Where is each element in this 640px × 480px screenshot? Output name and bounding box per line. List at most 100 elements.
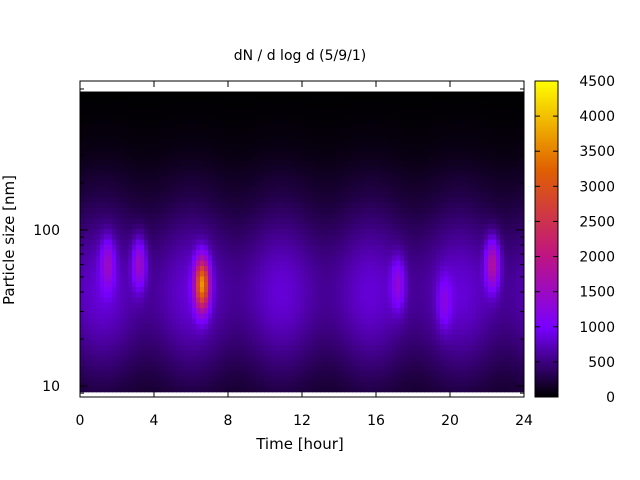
heatmap-cell [212, 275, 217, 282]
heatmap-cell [128, 181, 133, 187]
heatmap-cell [104, 196, 109, 203]
heatmap-cell [224, 202, 229, 208]
heatmap-cell [388, 302, 393, 309]
heatmap-cell [300, 260, 305, 266]
heatmap-cell [184, 117, 189, 124]
heatmap-cell [156, 212, 161, 219]
heatmap-cell [192, 217, 197, 224]
heatmap-cell [184, 270, 189, 277]
heatmap-cell [360, 128, 365, 135]
heatmap-cell [248, 160, 253, 166]
heatmap-cell [360, 207, 365, 214]
heatmap-cell [124, 112, 129, 119]
heatmap-cell [264, 275, 269, 282]
heatmap-cell [336, 375, 341, 382]
heatmap-cell [388, 365, 393, 372]
heatmap-cell [364, 375, 369, 382]
heatmap-cell [256, 112, 261, 119]
heatmap-cell [304, 381, 309, 388]
heatmap-cell [200, 144, 205, 151]
heatmap-cell [320, 186, 325, 193]
heatmap-cell [312, 217, 317, 224]
heatmap-cell [336, 275, 341, 282]
heatmap-cell [200, 265, 205, 272]
heatmap-cell [260, 270, 265, 277]
heatmap-cell [124, 212, 129, 219]
heatmap-cell [312, 175, 317, 182]
heatmap-cell [252, 254, 257, 261]
heatmap-cell [408, 275, 413, 282]
heatmap-cell [140, 149, 145, 156]
heatmap-cell [344, 217, 349, 224]
heatmap-cell [128, 191, 133, 198]
heatmap-cell [260, 339, 265, 345]
heatmap-cell [372, 128, 377, 135]
heatmap-cell [148, 128, 153, 135]
heatmap-cell [180, 260, 185, 266]
heatmap-cell [284, 149, 289, 156]
heatmap-cell [236, 138, 241, 145]
heatmap-cell [252, 186, 257, 193]
heatmap-cell [360, 375, 365, 382]
heatmap-cell [208, 175, 213, 182]
heatmap-cell [348, 217, 353, 224]
heatmap-cell [188, 375, 193, 382]
heatmap-cell [404, 191, 409, 198]
heatmap-cell [380, 112, 385, 119]
heatmap-cell [220, 349, 225, 356]
heatmap-cell [308, 328, 313, 335]
heatmap-cell [284, 133, 289, 140]
heatmap-cell [336, 233, 341, 240]
heatmap-cell [288, 360, 293, 366]
heatmap-cell [260, 381, 265, 388]
heatmap-cell [204, 191, 209, 198]
heatmap-cell [332, 112, 337, 119]
heatmap-cell [316, 296, 321, 303]
heatmap-cell [380, 138, 385, 145]
heatmap-cell [384, 170, 389, 177]
heatmap-cell [404, 354, 409, 361]
heatmap-cell [252, 339, 257, 345]
heatmap-cell [424, 381, 429, 388]
heatmap-cell [200, 102, 205, 108]
heatmap-cell [248, 133, 253, 140]
heatmap-cell [352, 302, 357, 309]
heatmap-cell [212, 302, 217, 309]
heatmap-cell [312, 149, 317, 156]
heatmap-cell [264, 117, 269, 124]
heatmap-cell [196, 339, 201, 345]
heatmap-cell [428, 312, 433, 319]
heatmap-cell [156, 186, 161, 193]
heatmap-cell [104, 244, 109, 251]
heatmap-cell [132, 165, 137, 172]
heatmap-cell [84, 165, 89, 172]
heatmap-cell [276, 260, 281, 266]
heatmap-cell [196, 133, 201, 140]
heatmap-cell [376, 249, 381, 256]
heatmap-cell [372, 333, 377, 340]
heatmap-cell [144, 138, 149, 145]
heatmap-cell [392, 191, 397, 198]
heatmap-cell [400, 175, 405, 182]
heatmap-cell [100, 281, 105, 287]
heatmap-cell [412, 323, 417, 330]
heatmap-cell [368, 207, 373, 214]
heatmap-cell [188, 112, 193, 119]
heatmap-cell [316, 207, 321, 214]
heatmap-cell [80, 138, 85, 145]
heatmap-cell [112, 154, 117, 161]
heatmap-cell [308, 296, 313, 303]
heatmap-cell [424, 344, 429, 351]
heatmap-cell [240, 96, 245, 103]
heatmap-cell [360, 96, 365, 103]
heatmap-cell [352, 154, 357, 161]
heatmap-cell [104, 133, 109, 140]
heatmap-cell [336, 291, 341, 298]
heatmap-cell [112, 249, 117, 256]
heatmap-cell [108, 296, 113, 303]
heatmap-cell [116, 91, 121, 98]
heatmap-cell [252, 244, 257, 251]
heatmap-cell [344, 349, 349, 356]
heatmap-cell [112, 275, 117, 282]
heatmap-cell [352, 265, 357, 272]
